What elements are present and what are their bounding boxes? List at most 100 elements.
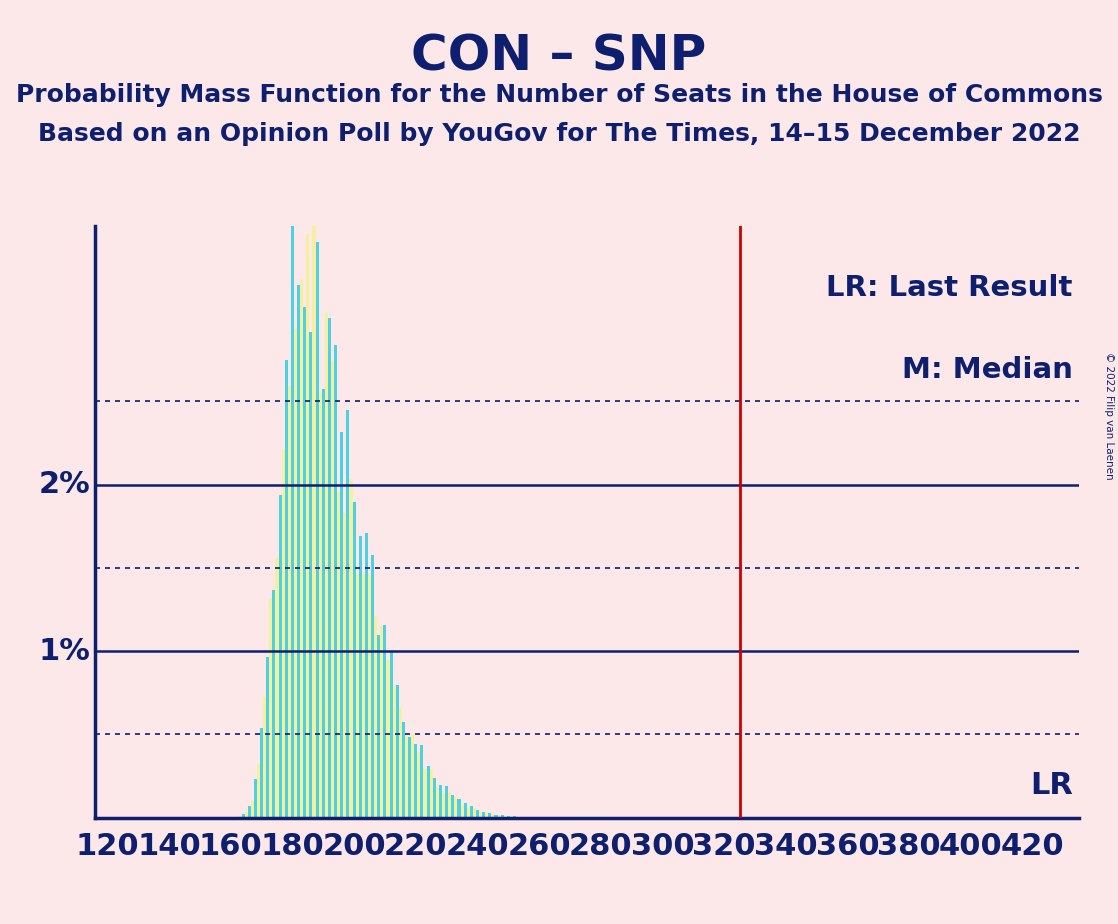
Bar (380, 626, 383, 818)
Bar (498, 815, 501, 818)
Bar (411, 735, 415, 818)
Bar (445, 786, 448, 818)
Bar (371, 555, 375, 818)
Bar (266, 657, 269, 818)
Bar (306, 235, 310, 818)
Bar (392, 686, 396, 818)
Bar (285, 360, 287, 818)
Bar (513, 816, 517, 818)
Bar (350, 479, 352, 818)
Bar (485, 813, 489, 818)
Bar (368, 574, 371, 818)
Bar (312, 221, 315, 818)
Text: LR: Last Result: LR: Last Result (826, 274, 1072, 302)
Bar (263, 697, 266, 818)
Bar (473, 808, 476, 818)
Bar (250, 801, 254, 818)
Bar (356, 574, 359, 818)
Bar (300, 278, 303, 818)
Bar (319, 394, 322, 818)
Bar (415, 744, 417, 818)
Bar (466, 807, 470, 818)
Bar (254, 779, 257, 818)
Bar (517, 817, 519, 818)
Bar (343, 514, 347, 818)
Bar (439, 785, 442, 818)
Bar (482, 812, 485, 818)
Bar (278, 494, 282, 818)
Bar (420, 745, 424, 818)
Bar (294, 329, 297, 818)
Text: LR: LR (1030, 771, 1072, 799)
Bar (396, 685, 399, 818)
Bar (510, 816, 513, 818)
Text: 2%: 2% (38, 470, 91, 499)
Bar (352, 502, 356, 818)
Bar (383, 625, 387, 818)
Bar (479, 812, 482, 818)
Bar (470, 807, 473, 818)
Bar (364, 533, 368, 818)
Bar (457, 798, 461, 818)
Text: M: Median: M: Median (902, 357, 1072, 384)
Bar (494, 815, 498, 818)
Bar (248, 806, 250, 818)
Bar (489, 812, 491, 818)
Bar (325, 313, 328, 818)
Text: 1%: 1% (38, 637, 91, 665)
Bar (331, 361, 334, 818)
Bar (362, 574, 364, 818)
Bar (273, 590, 275, 818)
Bar (282, 449, 285, 818)
Bar (257, 764, 260, 818)
Bar (241, 814, 245, 818)
Bar (359, 536, 362, 818)
Bar (340, 432, 343, 818)
Bar (338, 492, 340, 818)
Bar (417, 751, 420, 818)
Bar (315, 242, 319, 818)
Bar (427, 766, 429, 818)
Bar (442, 793, 445, 818)
Bar (334, 345, 338, 818)
Bar (389, 650, 392, 818)
Bar (506, 816, 510, 818)
Bar (476, 810, 479, 818)
Bar (387, 661, 389, 818)
Text: © 2022 Filip van Laenen: © 2022 Filip van Laenen (1105, 352, 1114, 480)
Text: CON – SNP: CON – SNP (411, 32, 707, 80)
Bar (399, 709, 401, 818)
Text: Probability Mass Function for the Number of Seats in the House of Commons: Probability Mass Function for the Number… (16, 83, 1102, 107)
Bar (401, 722, 405, 818)
Bar (501, 815, 504, 818)
Bar (519, 817, 522, 818)
Bar (405, 737, 408, 818)
Bar (491, 813, 494, 818)
Bar (454, 797, 457, 818)
Bar (310, 332, 312, 818)
Bar (461, 805, 464, 818)
Bar (424, 769, 427, 818)
Bar (275, 558, 278, 818)
Bar (291, 225, 294, 818)
Bar (452, 795, 454, 818)
Bar (464, 803, 466, 818)
Bar (303, 308, 306, 818)
Bar (448, 792, 452, 818)
Bar (260, 728, 263, 818)
Bar (287, 386, 291, 818)
Bar (238, 816, 241, 818)
Bar (408, 737, 411, 818)
Bar (433, 778, 436, 818)
Text: Based on an Opinion Poll by YouGov for The Times, 14–15 December 2022: Based on an Opinion Poll by YouGov for T… (38, 122, 1080, 146)
Bar (245, 811, 248, 818)
Bar (504, 816, 506, 818)
Bar (328, 318, 331, 818)
Bar (436, 787, 439, 818)
Bar (269, 598, 273, 818)
Bar (297, 286, 300, 818)
Bar (377, 635, 380, 818)
Bar (322, 389, 325, 818)
Bar (429, 769, 433, 818)
Bar (347, 410, 350, 818)
